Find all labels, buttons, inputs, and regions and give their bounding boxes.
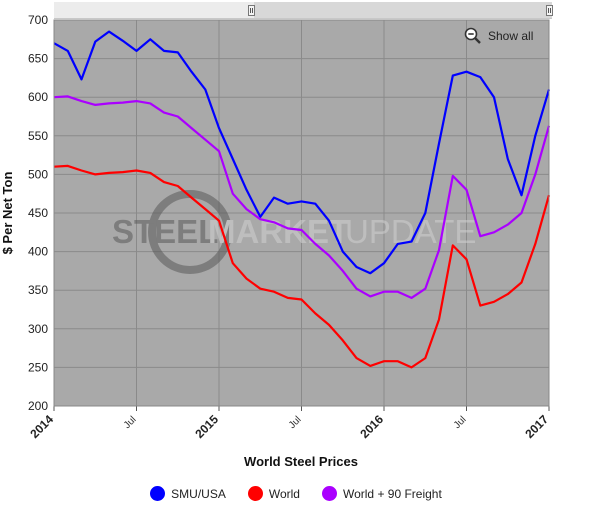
- x-axis-title: World Steel Prices: [244, 454, 358, 469]
- series-line-smu-usa: [53, 30, 551, 275]
- watermark-ring: [148, 190, 232, 274]
- x-tick-label: Jul: [452, 414, 469, 431]
- legend-item-world-freight[interactable]: World + 90 Freight: [321, 486, 442, 501]
- y-tick-label: 400: [28, 245, 48, 259]
- x-tick-label: 2014: [27, 412, 56, 441]
- legend-label-smu-usa: SMU/USA: [171, 486, 226, 501]
- plot-border: [53, 19, 550, 407]
- x-tick-label: Jul: [287, 414, 304, 431]
- y-tick-label: 450: [28, 206, 48, 220]
- y-tick-label: 550: [28, 129, 48, 143]
- legend-item-world[interactable]: World: [247, 486, 300, 501]
- y-tick-label: 250: [28, 360, 48, 374]
- y-tick-label: 300: [28, 322, 48, 336]
- watermark-logo: STEEL MARKET UPDATE: [112, 190, 476, 274]
- x-tick-label: 2015: [192, 412, 221, 441]
- range-handle-left[interactable]: [248, 5, 255, 16]
- y-tick-label: 500: [28, 167, 48, 181]
- y-tick-label: 200: [28, 399, 48, 413]
- x-tick-label: 2016: [357, 412, 386, 441]
- watermark-text-steel: STEEL: [112, 213, 218, 250]
- y-tick-label: 650: [28, 52, 48, 66]
- legend: SMU/USA World World + 90 Freight: [0, 486, 592, 501]
- legend-item-smu-usa[interactable]: SMU/USA: [150, 486, 226, 501]
- y-axis-title: $ Per Net Ton: [0, 172, 15, 255]
- x-axis-ticks: 2014 Jul 2015 Jul 2016 Jul 2017: [27, 406, 551, 441]
- y-tick-label: 350: [28, 283, 48, 297]
- series-lines: [53, 30, 551, 369]
- range-handle-right[interactable]: [546, 5, 553, 16]
- show-all-label: Show all: [488, 29, 534, 43]
- legend-label-world: World: [268, 486, 300, 501]
- x-tick-label: Jul: [122, 414, 139, 431]
- legend-label-world-freight: World + 90 Freight: [342, 486, 442, 501]
- y-tick-label: 600: [28, 90, 48, 104]
- range-navigator[interactable]: [54, 2, 553, 19]
- legend-marker-smu-usa: [150, 486, 166, 501]
- range-navigator-selection[interactable]: [254, 2, 552, 18]
- y-tick-label: 700: [28, 13, 48, 27]
- show-all-button[interactable]: Show all: [464, 27, 533, 45]
- series-line-world: [53, 164, 551, 369]
- series-line-world-90-freight: [53, 95, 551, 299]
- watermark-text-update: UPDATE: [345, 213, 476, 250]
- y-axis-ticks: 200 250 300 350 400 450 500 550 600 650 700: [28, 13, 48, 413]
- zoom-out-icon: [464, 27, 481, 44]
- legend-marker-world-freight: [321, 486, 337, 501]
- x-tick-label: 2017: [522, 412, 551, 441]
- watermark-text-market: MARKET: [208, 213, 349, 250]
- legend-marker-world: [247, 486, 263, 501]
